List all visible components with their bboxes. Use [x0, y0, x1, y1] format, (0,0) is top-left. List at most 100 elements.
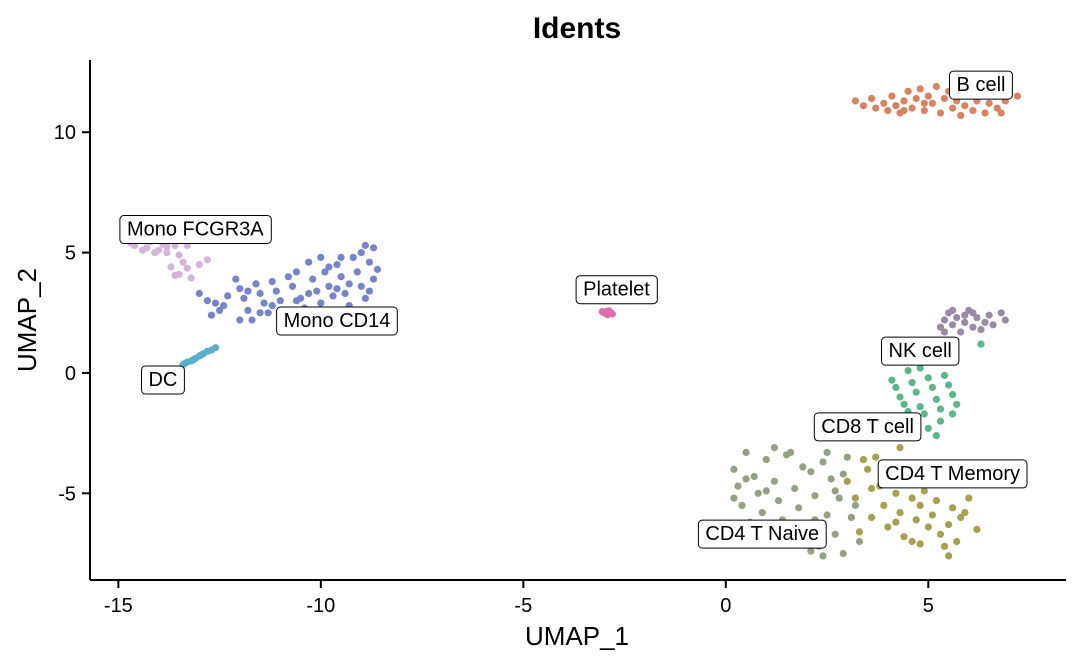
- data-point-nk-cell: [969, 309, 977, 317]
- data-point-b-cell: [969, 107, 977, 115]
- data-point-mono-cd14: [224, 292, 232, 300]
- data-point-mono-cd14: [317, 253, 325, 261]
- data-point-dc: [197, 351, 205, 359]
- data-point-mono-fcgr3a: [175, 270, 183, 278]
- data-point-mono-cd14: [264, 309, 272, 317]
- data-point-b-cell: [985, 99, 993, 107]
- data-point-cd8-t-cell: [936, 417, 945, 425]
- data-point-b-cell: [884, 107, 892, 115]
- data-point-b-cell: [912, 94, 920, 103]
- data-point-b-cell: [961, 102, 969, 110]
- data-point-mono-cd14: [195, 289, 203, 298]
- data-point-nk-cell: [936, 323, 945, 331]
- data-point-nk-cell: [981, 318, 989, 326]
- data-point-mono-cd14: [309, 275, 317, 283]
- cluster-label-text: Mono FCGR3A: [127, 219, 264, 241]
- y-tick-label: -5: [58, 483, 76, 505]
- data-point-b-cell: [981, 109, 989, 117]
- data-point-mono-cd14: [333, 285, 341, 293]
- data-point-b-cell: [908, 104, 916, 112]
- data-point-mono-cd14: [365, 258, 373, 266]
- data-point-cd4-t-naive: [823, 511, 831, 519]
- cluster-label-mono-cd14: Mono CD14: [276, 306, 398, 336]
- cluster-label-text: CD4 T Memory: [885, 463, 1020, 485]
- data-point-mono-cd14: [244, 287, 252, 295]
- cluster-label-text: B cell: [957, 74, 1006, 96]
- data-point-mono-cd14: [341, 289, 349, 298]
- cluster-label-text: NK cell: [889, 340, 952, 362]
- data-point-mono-cd14: [353, 268, 361, 276]
- data-point-mono-fcgr3a: [139, 246, 147, 254]
- cluster-label-text: DC: [148, 369, 177, 391]
- cluster-label-box: [949, 70, 1013, 100]
- data-point-platelet: [598, 308, 606, 316]
- data-point-dc: [211, 344, 220, 352]
- data-point-mono-cd14: [357, 249, 365, 257]
- data-point-cd4-t-memory: [896, 444, 904, 452]
- data-point-mono-cd14: [365, 287, 373, 295]
- data-point-cd4-t-naive: [819, 552, 827, 560]
- data-point-cd4-t-memory: [920, 487, 928, 495]
- data-point-cd4-t-memory: [928, 511, 937, 519]
- data-point-cd4-t-naive: [770, 444, 779, 452]
- data-point-cd4-t-naive: [839, 470, 847, 478]
- data-point-cd8-t-cell: [932, 395, 941, 403]
- data-point-cd4-t-memory: [936, 530, 945, 538]
- data-point-nk-cell: [989, 321, 997, 329]
- cluster-label-box: [141, 365, 185, 395]
- data-point-mono-fcgr3a: [175, 251, 183, 259]
- data-point-mono-cd14: [373, 265, 382, 273]
- series-nk-cell: [936, 306, 1009, 336]
- data-point-cd4-t-memory: [868, 513, 876, 522]
- data-point-cd4-t-memory: [855, 528, 864, 536]
- data-point-mono-cd14: [268, 277, 276, 286]
- data-point-cd8-t-cell: [940, 371, 949, 379]
- data-point-cd4-t-memory: [932, 497, 941, 505]
- data-point-b-cell: [940, 94, 949, 103]
- data-point-mono-cd14: [248, 316, 256, 324]
- data-point-mono-cd14: [236, 316, 244, 324]
- data-point-cd4-t-memory: [908, 537, 916, 546]
- data-point-cd4-t-memory: [945, 521, 953, 529]
- data-point-cd4-t-memory: [940, 542, 949, 550]
- data-point-mono-cd14: [345, 280, 353, 288]
- data-point-cd8-t-cell: [932, 432, 941, 440]
- data-point-cd4-t-naive: [799, 463, 807, 471]
- data-point-b-cell: [904, 87, 912, 95]
- data-point-mono-cd14: [369, 275, 378, 283]
- data-point-nk-cell: [953, 314, 961, 322]
- series-platelet: [598, 307, 617, 319]
- data-point-cd8-t-cell: [896, 393, 904, 401]
- data-point-cd4-t-memory: [924, 523, 932, 531]
- cluster-labels: Mono FCGR3A Mono CD14 DC Platelet B cell NK c…: [119, 70, 1028, 549]
- data-point-dc: [181, 359, 189, 367]
- data-point-mono-cd14: [361, 294, 369, 302]
- data-point-cd4-t-naive: [835, 494, 843, 502]
- data-point-b-cell: [868, 94, 876, 103]
- data-point-cd4-t-naive: [795, 504, 803, 512]
- x-tick-label: 0: [720, 595, 731, 617]
- data-point-mono-cd14: [288, 282, 297, 290]
- data-point-mono-cd14: [361, 241, 369, 249]
- data-point-mono-cd14: [305, 258, 313, 266]
- data-point-cd8-t-cell: [949, 391, 957, 399]
- data-point-b-cell: [851, 97, 860, 105]
- series-dc: [179, 344, 220, 369]
- data-point-mono-cd14: [211, 299, 220, 307]
- data-point-cd8-t-cell: [916, 403, 924, 411]
- data-point-cd4-t-naive: [770, 477, 779, 485]
- data-point-cd4-t-memory: [892, 489, 900, 497]
- data-point-b-cell: [892, 102, 900, 110]
- data-point-cd4-t-naive: [811, 492, 819, 500]
- data-point-mono-cd14: [256, 289, 264, 298]
- data-point-mono-cd14: [220, 302, 228, 310]
- data-point-mono-cd14: [207, 311, 216, 319]
- cluster-label-platelet: Platelet: [575, 275, 658, 305]
- data-point-b-cell: [957, 111, 965, 119]
- cluster-label-cd4-t-naive: CD4 T Naive: [697, 519, 827, 549]
- data-point-mono-fcgr3a: [163, 243, 171, 251]
- data-point-mono-cd14: [292, 297, 301, 305]
- data-point-mono-cd14: [284, 273, 292, 281]
- series-mono-cd14: [195, 241, 382, 326]
- cluster-label-box: [877, 459, 1028, 489]
